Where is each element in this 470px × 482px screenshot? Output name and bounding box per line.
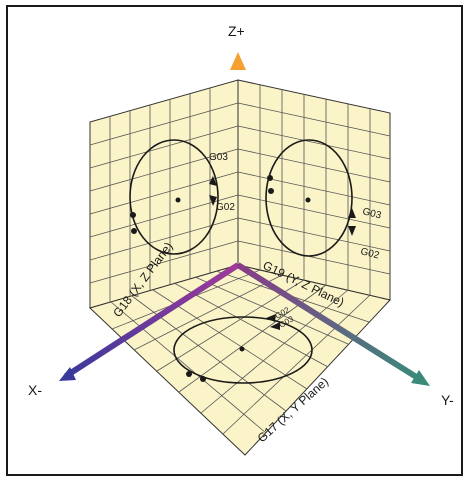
- x-axis-label: X-: [28, 382, 42, 398]
- z-axis-label: Z+: [228, 23, 245, 39]
- xz-g02-label: G02: [216, 202, 235, 213]
- yz-g03-label: G03: [361, 206, 382, 221]
- yz-g02-label: G02: [359, 246, 380, 261]
- x-axis: [59, 262, 240, 381]
- xz-plane: [89, 79, 239, 309]
- xz-g03-label: G03: [209, 152, 228, 163]
- z-axis: [230, 52, 246, 265]
- yz-plane: [237, 79, 391, 301]
- y-axis: [236, 262, 430, 386]
- y-axis-label: Y-: [441, 392, 454, 408]
